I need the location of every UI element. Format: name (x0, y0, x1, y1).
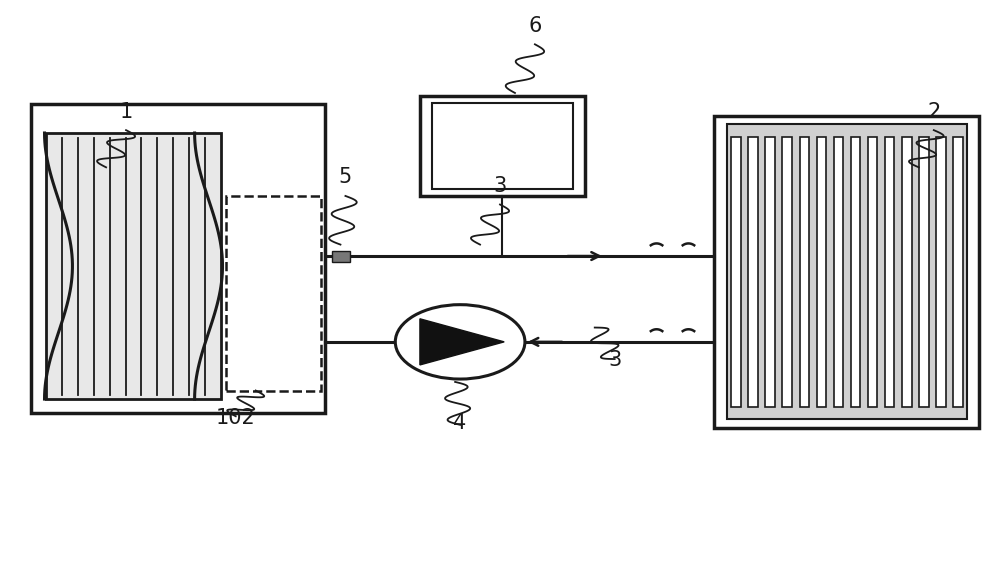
Circle shape (395, 305, 525, 379)
Bar (420, 96, 585, 196)
Bar (817, 137, 826, 407)
Bar (919, 137, 929, 407)
Text: 4: 4 (453, 413, 467, 434)
Bar (851, 137, 860, 407)
Text: 1: 1 (119, 102, 133, 121)
Text: 2: 2 (927, 102, 940, 121)
Bar (902, 137, 912, 407)
Bar (782, 137, 792, 407)
Bar (731, 137, 741, 407)
Text: 3: 3 (608, 351, 621, 370)
Bar (226, 196, 320, 390)
Bar (714, 116, 979, 428)
Bar (31, 105, 325, 413)
Text: 3: 3 (493, 176, 507, 196)
Bar (748, 137, 758, 407)
Bar (727, 124, 967, 419)
Bar (765, 137, 775, 407)
Bar (936, 137, 946, 407)
Bar (332, 251, 350, 262)
Bar (800, 137, 809, 407)
Bar (868, 137, 877, 407)
Bar (432, 103, 573, 189)
Text: 6: 6 (528, 16, 542, 36)
Text: 5: 5 (339, 167, 352, 187)
Text: 102: 102 (216, 408, 256, 428)
Bar (885, 137, 894, 407)
Bar (953, 137, 963, 407)
Polygon shape (420, 319, 504, 365)
Bar (834, 137, 843, 407)
Bar (46, 133, 221, 399)
